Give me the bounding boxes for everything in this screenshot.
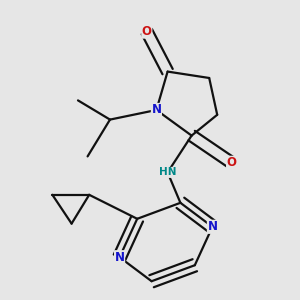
Text: HN: HN [159, 167, 176, 177]
Text: N: N [115, 251, 124, 264]
Text: N: N [152, 103, 161, 116]
Text: O: O [142, 25, 152, 38]
Text: N: N [207, 220, 218, 233]
Text: O: O [226, 156, 237, 169]
